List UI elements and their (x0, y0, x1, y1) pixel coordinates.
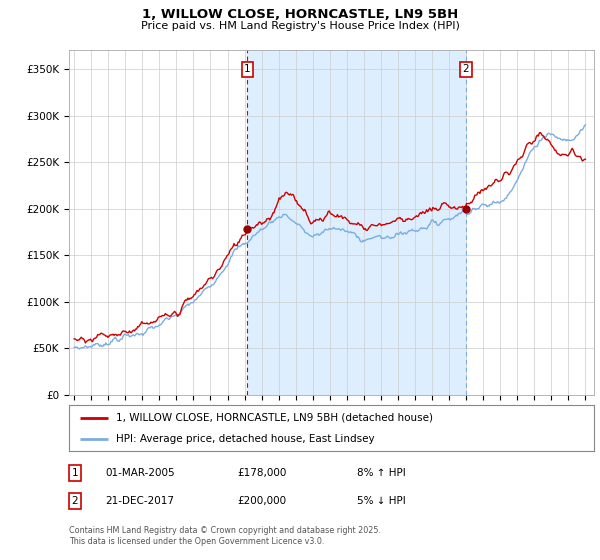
Text: 1, WILLOW CLOSE, HORNCASTLE, LN9 5BH: 1, WILLOW CLOSE, HORNCASTLE, LN9 5BH (142, 8, 458, 21)
Text: 1, WILLOW CLOSE, HORNCASTLE, LN9 5BH (detached house): 1, WILLOW CLOSE, HORNCASTLE, LN9 5BH (de… (116, 413, 433, 423)
Text: 2: 2 (71, 496, 79, 506)
Text: Price paid vs. HM Land Registry's House Price Index (HPI): Price paid vs. HM Land Registry's House … (140, 21, 460, 31)
Text: 2: 2 (463, 64, 469, 74)
Text: £200,000: £200,000 (237, 496, 286, 506)
Text: 8% ↑ HPI: 8% ↑ HPI (357, 468, 406, 478)
Text: 1: 1 (71, 468, 79, 478)
Bar (247, 50, 466, 395)
Text: £178,000: £178,000 (237, 468, 286, 478)
Text: 01-MAR-2005: 01-MAR-2005 (105, 468, 175, 478)
Text: HPI: Average price, detached house, East Lindsey: HPI: Average price, detached house, East… (116, 435, 375, 444)
Text: 5% ↓ HPI: 5% ↓ HPI (357, 496, 406, 506)
Text: Contains HM Land Registry data © Crown copyright and database right 2025.
This d: Contains HM Land Registry data © Crown c… (69, 526, 381, 546)
Text: 21-DEC-2017: 21-DEC-2017 (105, 496, 174, 506)
Text: 1: 1 (244, 64, 251, 74)
